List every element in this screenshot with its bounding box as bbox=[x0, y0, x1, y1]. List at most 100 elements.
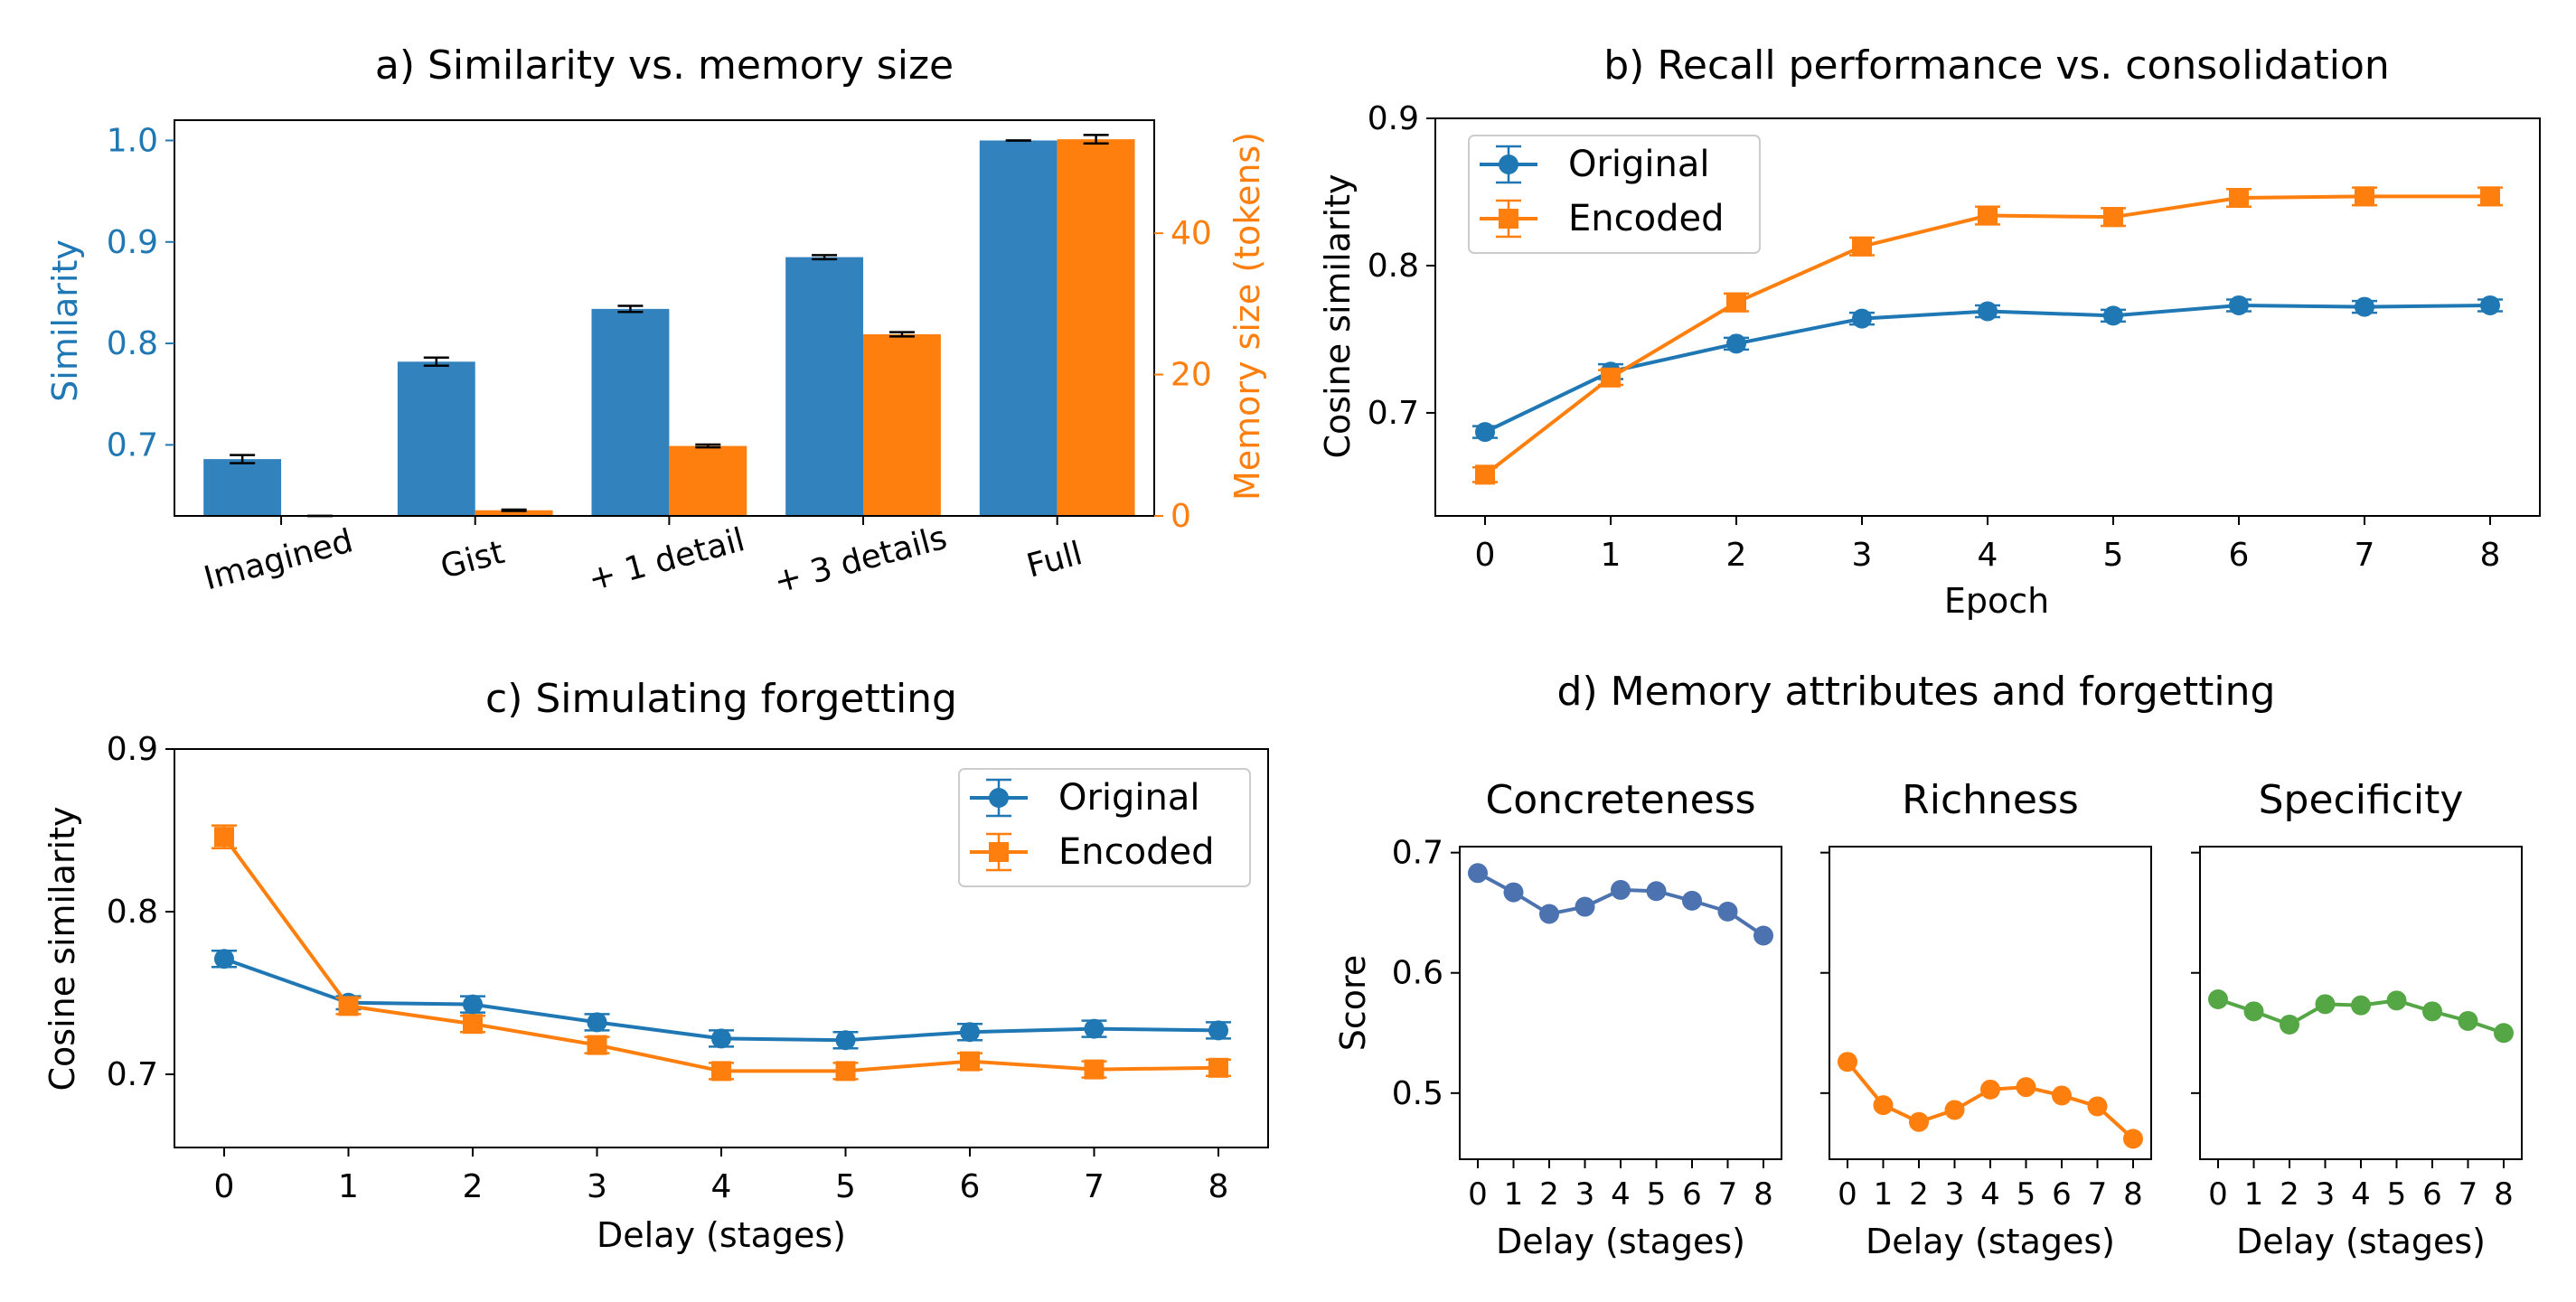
c-encoded-marker bbox=[338, 996, 359, 1016]
a-left-ytick-label: 1.0 bbox=[107, 122, 158, 159]
b-ytick-label: 0.9 bbox=[1368, 100, 1419, 137]
b-xtick-label: 3 bbox=[1852, 537, 1873, 574]
d-richness-xtick-label: 2 bbox=[1909, 1176, 1929, 1213]
d-concreteness-xtick-label: 3 bbox=[1575, 1176, 1595, 1213]
c-encoded-marker bbox=[711, 1061, 731, 1082]
b-encoded-marker bbox=[2355, 186, 2374, 207]
panel-c-ylabel: Cosine similarity bbox=[42, 806, 82, 1091]
b-xtick-label: 6 bbox=[2229, 537, 2250, 574]
b-original-marker bbox=[1726, 333, 1746, 354]
b-encoded-marker bbox=[1726, 292, 1746, 313]
a-bar-memory-size bbox=[669, 445, 747, 516]
c-encoded-marker bbox=[1208, 1057, 1228, 1078]
d-richness-marker bbox=[1944, 1100, 1965, 1120]
c-legend-encoded-marker bbox=[989, 842, 1009, 862]
c-encoded-marker bbox=[463, 1014, 483, 1035]
d-concreteness-marker bbox=[1682, 890, 1702, 911]
a-right-ytick-label: 0 bbox=[1170, 498, 1191, 535]
d-concreteness-marker bbox=[1503, 882, 1524, 903]
d-concreteness-xtick-label: 1 bbox=[1504, 1176, 1524, 1213]
c-encoded-marker bbox=[214, 827, 234, 848]
panel-c-plot: 0 1 2 3 4 5 6 7 8 0.7 0.8 0.9 Original Encoded bbox=[107, 731, 1269, 1205]
c-xtick-label: 6 bbox=[960, 1168, 981, 1205]
c-original-marker bbox=[1208, 1020, 1228, 1041]
d-concreteness-xtick-label: 2 bbox=[1539, 1176, 1559, 1213]
a-bar-memory-size bbox=[1057, 139, 1135, 516]
d-richness-xtick-label: 8 bbox=[2123, 1176, 2143, 1213]
d-concreteness-xtick-label: 5 bbox=[1647, 1176, 1667, 1213]
b-legend-original-label: Original bbox=[1568, 144, 1710, 185]
d-specificity-marker bbox=[2458, 1010, 2478, 1031]
b-encoded-marker bbox=[2229, 188, 2249, 208]
d-richness-xtick-label: 0 bbox=[1838, 1176, 1857, 1213]
c-original-marker bbox=[463, 994, 483, 1015]
c-ytick-label: 0.8 bbox=[107, 894, 158, 931]
panel-c: c) Simulating forgetting 0 1 2 3 4 5 6 7 8 0.7 0.8… bbox=[42, 676, 1269, 1255]
d-specificity-marker bbox=[2243, 1001, 2264, 1022]
panel-a-title: a) Similarity vs. memory size bbox=[375, 42, 954, 89]
b-legend bbox=[1468, 135, 1761, 254]
b-xtick-label: 0 bbox=[1475, 537, 1496, 574]
d-specificity-xtick-label: 8 bbox=[2494, 1176, 2514, 1213]
d-richness-xtick-label: 6 bbox=[2052, 1176, 2072, 1213]
a-axes-frame bbox=[174, 119, 1155, 517]
d-concreteness-ytick-label: 0.6 bbox=[1392, 955, 1443, 992]
c-legend-original-label: Original bbox=[1058, 777, 1200, 819]
d-richness-xtick-label: 7 bbox=[2088, 1176, 2108, 1213]
d-specificity-marker bbox=[2315, 994, 2336, 1015]
b-original-marker bbox=[2355, 296, 2374, 317]
d-richness-marker bbox=[1838, 1052, 1857, 1073]
d-specificity-marker bbox=[2351, 995, 2371, 1016]
a-bar-memory-size bbox=[863, 333, 941, 516]
panel-b: b) Recall performance vs. consolidation … bbox=[1318, 42, 2541, 621]
d-concreteness-xtick-label: 6 bbox=[1682, 1176, 1702, 1213]
b-legend-encoded-label: Encoded bbox=[1568, 198, 1724, 239]
b-ytick-label: 0.8 bbox=[1368, 248, 1419, 285]
d-specificity-xtick-label: 7 bbox=[2458, 1176, 2478, 1213]
d-concreteness-xtick-label: 4 bbox=[1611, 1176, 1631, 1213]
c-xtick-label: 0 bbox=[214, 1168, 235, 1205]
a-right-ytick-label: 20 bbox=[1170, 357, 1212, 394]
d-richness-xtick-label: 3 bbox=[1945, 1176, 1965, 1213]
a-left-ytick-label: 0.7 bbox=[107, 426, 158, 464]
c-xtick-label: 8 bbox=[1208, 1168, 1229, 1205]
d-concreteness-marker bbox=[1539, 904, 1559, 924]
c-original-marker bbox=[587, 1012, 607, 1033]
c-original-marker bbox=[1084, 1018, 1105, 1039]
d-specificity-title: Specificity bbox=[2259, 777, 2464, 823]
panel-a-ylabel-right: Memory size (tokens) bbox=[1227, 132, 1267, 501]
d-richness-xlabel: Delay (stages) bbox=[1866, 1222, 2115, 1261]
c-xtick-label: 5 bbox=[835, 1168, 856, 1205]
d-richness-marker bbox=[1873, 1095, 1894, 1116]
b-xtick-label: 7 bbox=[2355, 537, 2375, 574]
b-encoded-marker bbox=[1852, 236, 1872, 257]
d-specificity-xtick-label: 6 bbox=[2422, 1176, 2442, 1213]
d-specificity-xtick-label: 4 bbox=[2351, 1176, 2371, 1213]
a-bar-similarity bbox=[591, 308, 670, 516]
a-bar-memory-size bbox=[475, 510, 553, 516]
c-ytick-label: 0.7 bbox=[107, 1056, 158, 1093]
a-left-ytick-label: 0.9 bbox=[107, 224, 158, 261]
d-specificity-xtick-label: 2 bbox=[2280, 1176, 2299, 1213]
panel-b-ylabel: Cosine similarity bbox=[1318, 173, 1358, 458]
c-legend-encoded-label: Encoded bbox=[1058, 831, 1214, 873]
d-specificity-xtick-label: 0 bbox=[2208, 1176, 2228, 1213]
b-original-marker bbox=[1978, 301, 1998, 322]
d-concreteness-marker bbox=[1753, 925, 1773, 946]
d-specificity-xtick-label: 1 bbox=[2244, 1176, 2264, 1213]
panel-c-xlabel: Delay (stages) bbox=[597, 1215, 846, 1255]
d-specificity-marker bbox=[2386, 990, 2407, 1011]
b-original-marker bbox=[1475, 422, 1495, 443]
b-ytick-label: 0.7 bbox=[1368, 395, 1419, 432]
a-bar-similarity bbox=[785, 257, 864, 516]
c-encoded-marker bbox=[1084, 1059, 1105, 1080]
d-concreteness-title: Concreteness bbox=[1485, 777, 1755, 823]
panel-b-xlabel: Epoch bbox=[1944, 581, 2049, 621]
c-original-marker bbox=[214, 949, 234, 969]
d-concreteness-xlabel: Delay (stages) bbox=[1496, 1222, 1745, 1261]
c-legend bbox=[958, 768, 1251, 887]
d-concreteness-ytick-label: 0.7 bbox=[1392, 835, 1443, 872]
d-specificity-xtick-label: 3 bbox=[2316, 1176, 2336, 1213]
